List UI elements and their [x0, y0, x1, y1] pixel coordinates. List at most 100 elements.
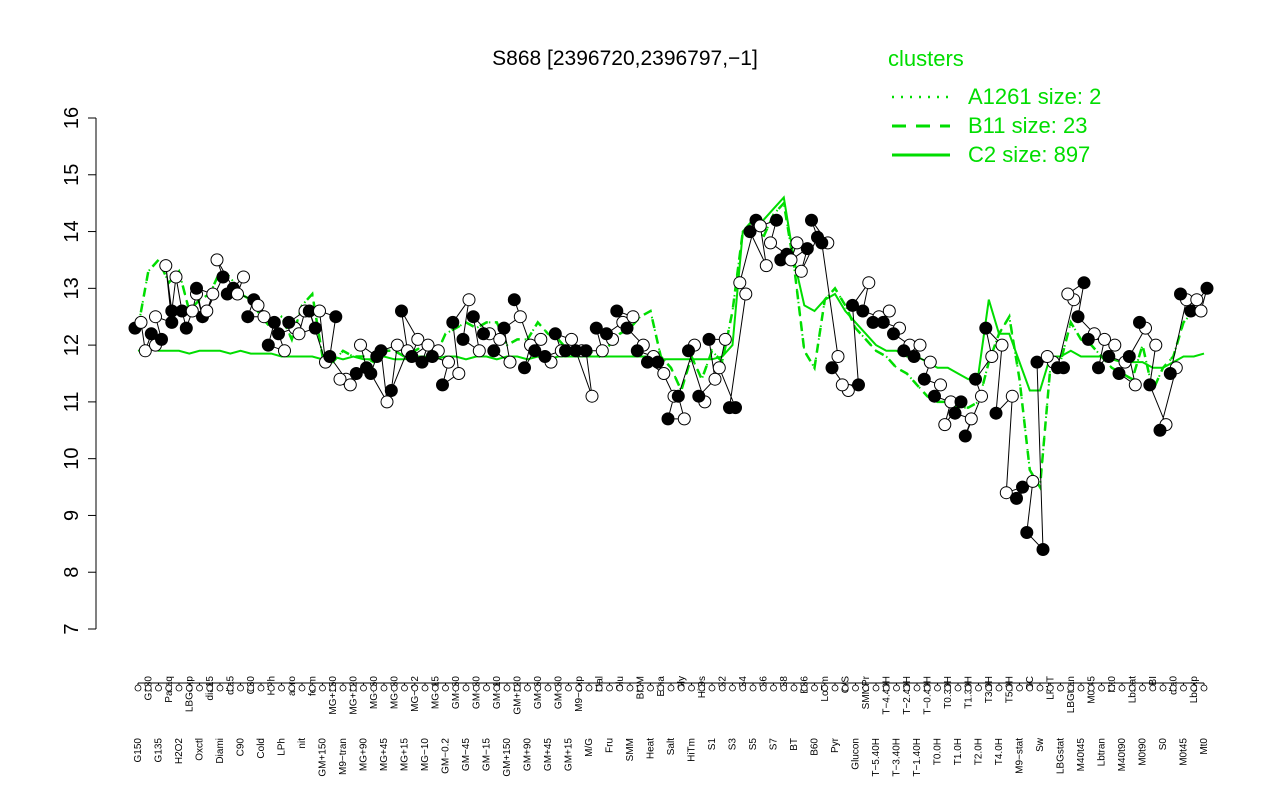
x-tick-label: Cold: [256, 738, 267, 759]
legend: clusters A1261 size: 2 B11 size: 23 C2 s…: [888, 46, 1101, 167]
data-point: [579, 344, 593, 358]
x-tick-label: S8: [779, 676, 790, 689]
rug-marker: [144, 684, 152, 692]
data-point: [907, 350, 921, 363]
x-tick-label: GM−0.2: [441, 738, 452, 774]
data-point: [185, 304, 199, 318]
x-tick-label: Heat: [646, 738, 657, 759]
x-tick-label: Pyr: [830, 737, 841, 753]
data-point: [1190, 293, 1204, 307]
x-tick-label: BT: [789, 738, 800, 751]
x-tick-label: GM+150: [318, 738, 329, 777]
rug-marker: [319, 684, 326, 692]
x-tick-label: GM+45: [543, 738, 554, 772]
data-point: [548, 327, 562, 341]
data-point: [349, 367, 363, 380]
x-tick-label: MG+15: [400, 738, 411, 772]
rug-marker: [1128, 684, 1136, 692]
data-point: [985, 350, 999, 363]
x-tick-label: GM−60: [451, 676, 462, 710]
data-point: [1092, 361, 1105, 375]
x-tick-label: T4.0H: [994, 738, 1005, 765]
rug-marker: [585, 684, 593, 692]
x-tick-label: MG−10: [420, 738, 431, 772]
rug-marker: [964, 684, 972, 692]
data-point: [1128, 378, 1142, 392]
rug-marker: [421, 684, 429, 692]
chart-title: S868 [2396720,2396797,−1]: [492, 47, 758, 70]
x-tick-label: T−5.40H: [871, 738, 882, 777]
rug-marker: [493, 684, 501, 692]
data-point: [231, 287, 244, 301]
data-point: [165, 315, 179, 329]
x-tick-label: Mt0: [1107, 676, 1118, 693]
rug-marker: [657, 684, 665, 692]
data-point: [682, 344, 695, 358]
rug-marker: [288, 684, 296, 692]
rug-marker: [1200, 684, 1208, 692]
data-point: [308, 321, 322, 335]
data-point: [831, 350, 845, 363]
data-point: [764, 236, 777, 250]
data-point: [518, 361, 531, 375]
data-point: [1174, 287, 1187, 301]
data-point: [1122, 350, 1136, 363]
rug-marker: [770, 684, 777, 692]
rug-marker: [1190, 684, 1198, 692]
rug-marker: [1118, 684, 1126, 692]
rug-marker: [626, 684, 634, 692]
rug-marker: [882, 684, 890, 692]
data-point: [425, 350, 439, 363]
data-point: [626, 310, 640, 324]
data-point: [794, 264, 808, 278]
x-tick-label: C90: [236, 738, 247, 757]
data-point: [913, 338, 927, 352]
x-tick-label: T−1.40H: [912, 738, 923, 777]
x-tick-label: T−0.40H: [922, 676, 933, 715]
x-tick-label: Salt: [666, 738, 677, 755]
data-point: [216, 270, 230, 284]
data-point: [513, 310, 527, 324]
data-point: [733, 276, 747, 290]
data-point: [493, 332, 507, 346]
rug-marker: [975, 684, 982, 692]
data-point: [323, 350, 337, 363]
data-point: [333, 372, 347, 386]
x-tick-label: LPh: [277, 738, 288, 756]
data-point: [1077, 276, 1091, 290]
data-point: [712, 361, 726, 375]
x-tick-label: GM−15: [482, 738, 493, 772]
data-point: [759, 259, 773, 273]
x-tick-label: M/G: [584, 738, 595, 757]
x-tick-label: Sw: [1035, 737, 1046, 752]
rug-marker: [308, 684, 316, 692]
data-point: [1016, 480, 1029, 494]
x-tick-label: M0t45: [1179, 738, 1190, 766]
data-point: [595, 344, 609, 358]
data-point: [800, 242, 814, 256]
rug-marker: [370, 684, 378, 692]
data-point: [390, 338, 404, 352]
rug-marker: [688, 684, 695, 692]
data-point: [856, 304, 870, 318]
rug-marker: [483, 684, 490, 692]
legend-entry-2: C2 size: 897: [968, 142, 1090, 167]
x-tick-label: S0: [1158, 738, 1169, 751]
x-tick-label: Gly: [676, 676, 687, 691]
data-point: [237, 270, 250, 284]
y-tick-label: 9: [61, 510, 83, 521]
rug-marker: [708, 684, 716, 692]
data-point: [1143, 378, 1157, 392]
data-point: [421, 338, 435, 352]
rug-marker: [1098, 684, 1105, 692]
data-point: [1010, 491, 1023, 505]
data-point: [1071, 310, 1085, 324]
x-tick-label: M40t90: [1117, 738, 1128, 772]
data-point: [200, 304, 214, 318]
data-point: [887, 327, 900, 341]
x-tick-label: LBGexp: [184, 676, 195, 713]
rug-marker: [729, 684, 736, 692]
data-point: [210, 253, 224, 267]
x-tick-label: M9−exp: [574, 676, 585, 712]
rug-marker: [1087, 684, 1095, 692]
